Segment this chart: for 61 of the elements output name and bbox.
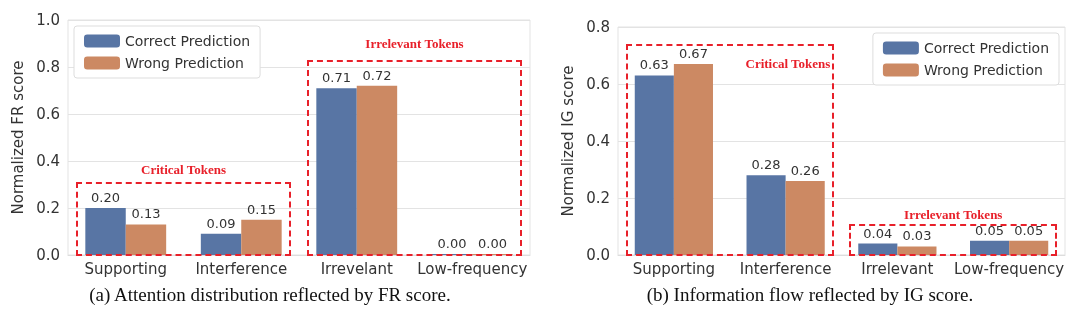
- bar: [858, 243, 898, 255]
- y-axis-title: Normalized FR score: [8, 60, 27, 215]
- annotation: Critical Tokens: [745, 56, 831, 73]
- x-tick-label: Supporting: [632, 259, 716, 278]
- text: (b) Information flow reflected by IG score.: [645, 284, 975, 306]
- bar: [200, 233, 242, 255]
- data-label: 0.03: [902, 228, 932, 244]
- bar: [970, 240, 1010, 255]
- annotation: Irrelevant Tokens: [904, 207, 1003, 224]
- bar: [241, 219, 282, 255]
- legend-label: Wrong Prediction: [923, 62, 1043, 78]
- data-label: 0.72: [362, 67, 392, 83]
- x-tick-label: Interference: [739, 259, 832, 278]
- y-tick-label: 0.0: [36, 246, 60, 264]
- data-label: 0.28: [751, 157, 781, 173]
- data-label: 0.26: [790, 162, 820, 178]
- data-label: 0.71: [322, 70, 352, 86]
- annotation: Irrelevant Tokens: [365, 35, 464, 52]
- x-tick-label: Irrelevant: [861, 259, 934, 278]
- bar: [897, 246, 937, 255]
- y-tick-label: 0.6: [586, 75, 610, 93]
- y-axis-title: Normalized IG score: [558, 65, 577, 217]
- data-label: 0.04: [863, 225, 893, 241]
- bar: [125, 224, 167, 255]
- data-label: 0.15: [246, 201, 276, 217]
- bar: [634, 75, 674, 255]
- x-tick-label: Interference: [195, 259, 288, 278]
- data-label: 0.13: [131, 206, 161, 222]
- data-label: 0.20: [91, 190, 121, 205]
- x-tick-label: Low-frequency: [417, 259, 528, 278]
- data-label: 0.00: [437, 236, 467, 251]
- bar: [673, 64, 713, 255]
- x-tick-label: Low-frequency: [954, 259, 1065, 278]
- legend-label: Correct Prediction: [125, 33, 251, 49]
- y-tick-label: 1.0: [36, 11, 60, 29]
- legend-label: Correct Prediction: [923, 40, 1050, 56]
- x-tick-label: Supporting: [84, 259, 167, 278]
- annotation: Critical Tokens: [141, 162, 226, 179]
- bar: [785, 180, 825, 255]
- data-label: 0.67: [678, 46, 708, 62]
- bar: [746, 175, 786, 255]
- y-tick-label: 0.4: [36, 152, 60, 170]
- y-tick-label: 0.2: [586, 189, 610, 207]
- data-label: 0.05: [975, 222, 1005, 238]
- bar: [1009, 240, 1049, 255]
- y-tick-label: 0.8: [36, 58, 60, 76]
- y-tick-label: 0.2: [36, 199, 60, 217]
- bar: [316, 88, 357, 255]
- y-tick-label: 0.4: [586, 132, 610, 150]
- data-label: 0.09: [206, 215, 236, 231]
- text: (a) Attention distribution reflected by FR score.: [88, 284, 452, 306]
- x-tick-label: Irrevelant: [320, 259, 393, 278]
- data-label: 0.00: [477, 236, 507, 251]
- bar: [356, 85, 398, 255]
- y-tick-label: 0.6: [36, 105, 60, 123]
- y-tick-label: 0.8: [586, 18, 610, 36]
- data-label: 0.63: [639, 57, 669, 73]
- legend-label: Wrong Prediction: [125, 55, 244, 71]
- bar: [85, 208, 126, 255]
- data-label: 0.05: [1014, 222, 1044, 238]
- y-tick-label: 0.0: [586, 246, 610, 264]
